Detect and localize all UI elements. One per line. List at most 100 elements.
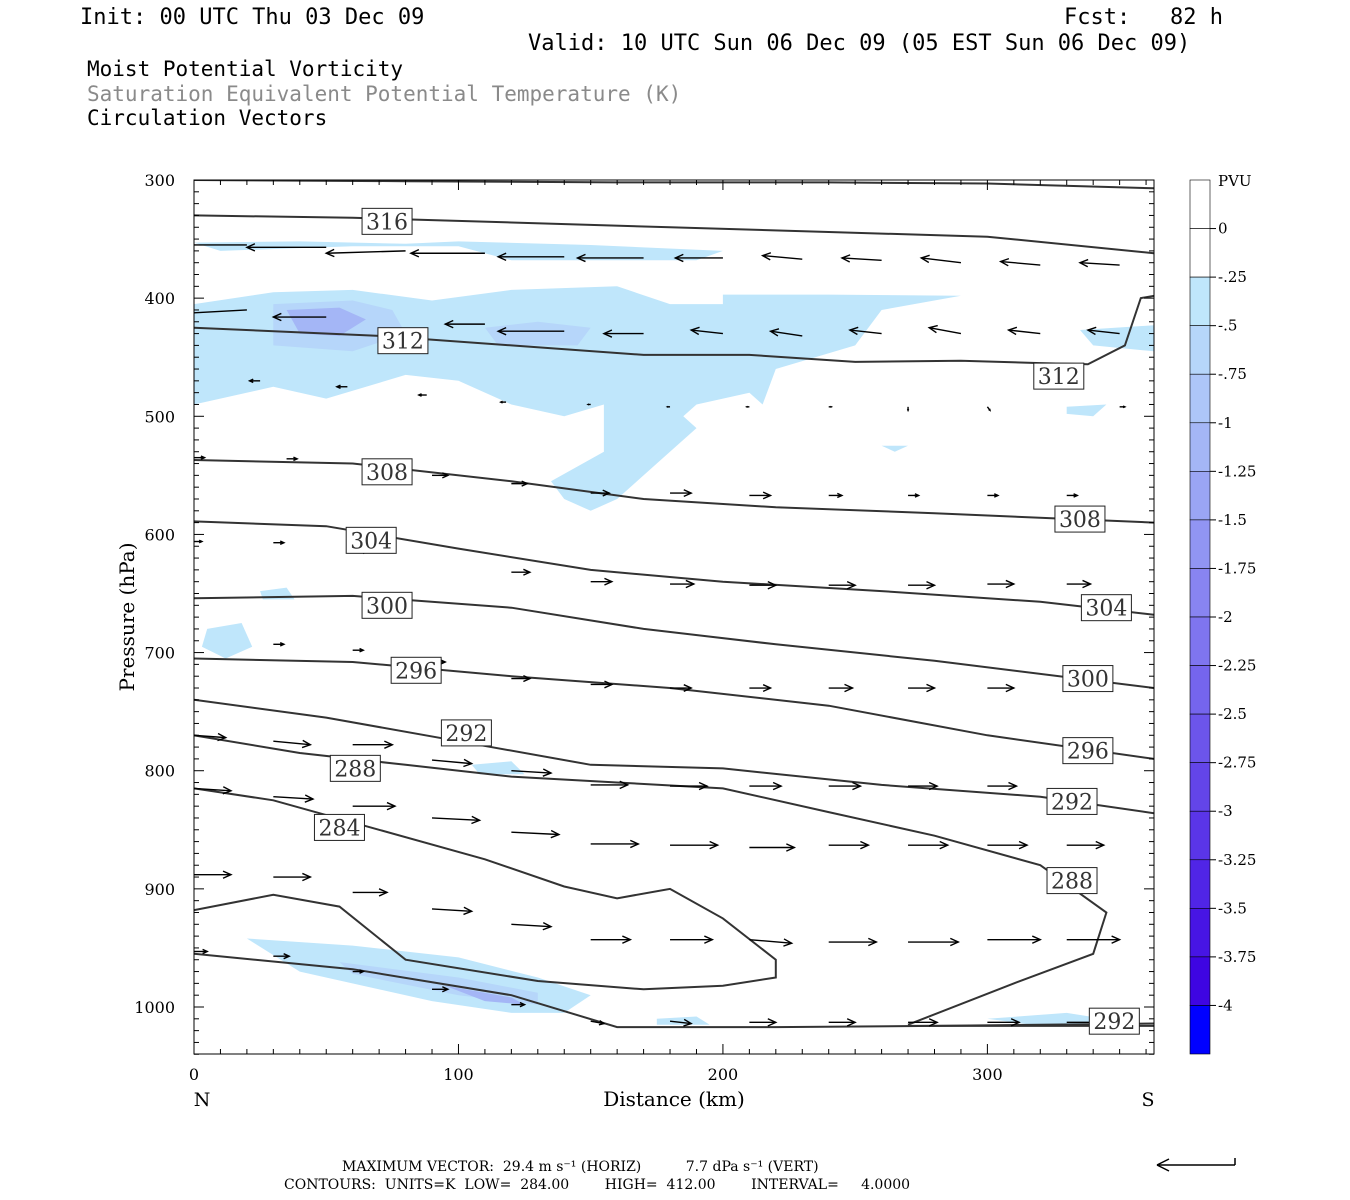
- contour-label-box: [377, 327, 429, 355]
- colorbar-level-label: -2.25: [1218, 657, 1256, 675]
- circulation-vector: [1066, 935, 1122, 944]
- x-tick-label: 300: [972, 1065, 1003, 1084]
- circulation-vector: [848, 326, 882, 336]
- circulation-vector: [908, 781, 939, 791]
- circulation-vector: [749, 781, 783, 791]
- circulation-vector: [590, 577, 614, 586]
- contour-label-box: [361, 591, 413, 619]
- colorbar-swatch: [1189, 616, 1211, 666]
- y-axis-label: Pressure (hPa): [115, 543, 139, 692]
- reference-vector: [1156, 1158, 1236, 1172]
- theta-es-contour: [194, 734, 1108, 1026]
- circulation-vector: [670, 935, 715, 944]
- contour-label-box: [1062, 665, 1114, 693]
- colorbar-level-label: -2.5: [1218, 705, 1247, 723]
- circulation-vector: [194, 948, 209, 955]
- circulation-vector: [987, 840, 1029, 850]
- circulation-vector: [673, 253, 723, 263]
- circulation-vector: [273, 739, 313, 749]
- forecast-hour: Fcst: 82 h: [1064, 5, 1223, 30]
- y-tick-label: 1000: [134, 998, 175, 1017]
- circulation-vector: [273, 872, 313, 882]
- circulation-vector: [511, 480, 529, 487]
- circulation-vector: [590, 1020, 606, 1026]
- circulation-vector: [586, 403, 591, 406]
- circulation-vector: [335, 384, 348, 390]
- theta-es-contour: [194, 657, 1154, 760]
- circulation-vector: [286, 456, 299, 462]
- colorbar-level-label: -3.75: [1218, 948, 1256, 966]
- circulation-vector: [352, 740, 395, 749]
- circulation-vector: [1066, 493, 1080, 498]
- footer-contours: CONTOURS: UNITS=K LOW= 284.00 HIGH= 412.…: [284, 1177, 911, 1193]
- y-tick-label: 300: [144, 171, 175, 190]
- contour-label: 304: [1085, 597, 1127, 622]
- theta-es-contour: [194, 459, 1154, 524]
- circulation-vector: [908, 1018, 939, 1027]
- circulation-vector: [194, 455, 207, 460]
- pv-shading-region: [445, 985, 525, 1005]
- circulation-vector: [669, 1018, 693, 1027]
- circulation-vector: [749, 843, 797, 852]
- y-tick-label: 500: [144, 407, 175, 426]
- contour-label-box: [390, 656, 442, 684]
- colorbar-swatch: [1189, 665, 1211, 715]
- x-tick-label: 0: [189, 1065, 199, 1084]
- circulation-vector: [496, 326, 565, 336]
- contour-label-box: [1033, 362, 1085, 390]
- colorbar-level-label: -.25: [1218, 268, 1247, 286]
- colorbar-level-label: -.75: [1218, 365, 1247, 383]
- contour-label-box: [1046, 787, 1098, 815]
- circulation-vector: [273, 641, 286, 647]
- circulation-vector: [749, 938, 794, 947]
- circulation-vector: [828, 683, 855, 693]
- circulation-vector: [828, 492, 844, 499]
- circulation-vector: [431, 815, 482, 825]
- circulation-vector: [828, 937, 879, 947]
- colorbar-swatch: [1189, 228, 1211, 278]
- circulation-vector: [352, 647, 365, 653]
- circulation-vector: [1119, 405, 1127, 409]
- circulation-vector: [908, 683, 937, 693]
- colorbar-swatch: [1189, 519, 1211, 569]
- contour-label: 284: [318, 816, 360, 841]
- x-tick-label: 200: [708, 1065, 739, 1084]
- theta-es-contour: [194, 787, 777, 991]
- colorbar-level-label: -1.75: [1218, 559, 1256, 577]
- circulation-vector: [431, 758, 474, 768]
- circulation-vector: [840, 254, 882, 263]
- circulation-vector: [987, 579, 1016, 589]
- circulation-vector: [590, 839, 641, 849]
- contour-label-box: [1062, 737, 1114, 765]
- cross-section-chart: 316 312 312 308 308 304 304 300 300 296 296 292 292 2…: [115, 171, 1256, 1111]
- circulation-vector: [499, 400, 507, 404]
- circulation-vector: [194, 244, 247, 246]
- circulation-vector: [760, 252, 803, 261]
- circulation-vector: [745, 405, 750, 408]
- contour-label-box: [329, 754, 381, 782]
- contour-label: 312: [1038, 365, 1080, 390]
- colorbar-swatch: [1189, 810, 1211, 861]
- circulation-vector: [511, 768, 553, 777]
- circulation-vector: [906, 406, 910, 413]
- circulation-vector: [987, 781, 1019, 791]
- circulation-vector: [670, 489, 693, 498]
- circulation-vector: [1066, 579, 1093, 589]
- colorbar-swatch: [1189, 713, 1211, 763]
- circulation-vector: [194, 539, 204, 544]
- pv-shading-region: [1066, 404, 1107, 417]
- circulation-vector: [828, 781, 863, 791]
- contour-label: 288: [334, 757, 376, 782]
- colorbar-swatch: [1189, 325, 1211, 375]
- circulation-vector: [908, 580, 937, 590]
- circulation-vector: [273, 794, 315, 803]
- contour-label-box: [1046, 867, 1098, 895]
- theta-es-contour: [194, 698, 1154, 815]
- circulation-vector: [271, 312, 327, 322]
- circulation-vector: [511, 568, 532, 576]
- circulation-vector: [352, 888, 389, 897]
- x-axis-label: Distance (km): [603, 1087, 745, 1111]
- circulation-vector: [273, 953, 291, 960]
- contour-label: 316: [366, 210, 408, 235]
- circulation-vector: [194, 870, 233, 879]
